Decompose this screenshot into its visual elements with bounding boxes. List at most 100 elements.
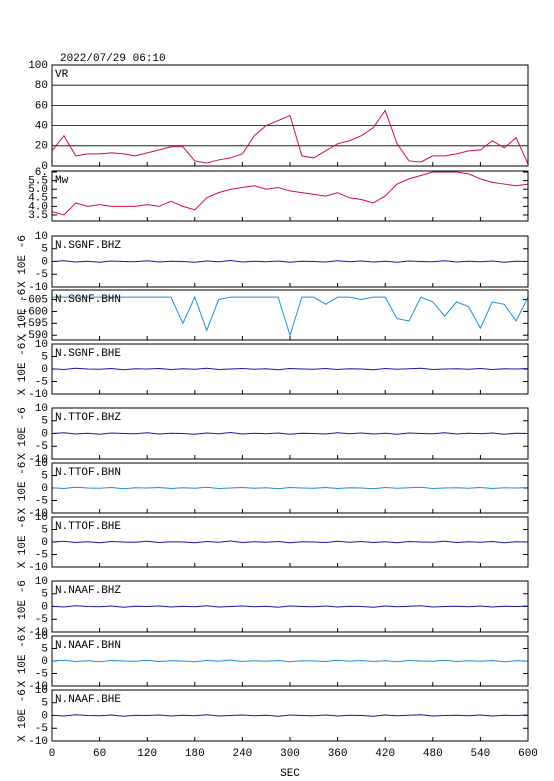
y-tick-label: -5: [35, 723, 48, 735]
y-tick-label: -5: [35, 668, 48, 680]
series-line: [52, 295, 528, 337]
y-tick-label: -605: [22, 294, 48, 306]
y-tick-label: 0: [41, 161, 48, 173]
y-tick-label: 5: [41, 351, 48, 363]
y-tick-label: 5: [41, 698, 48, 710]
y-axis-label: X 10E -6: [17, 462, 29, 515]
y-tick-label: 6.: [35, 167, 48, 179]
x-tick-label: 480: [423, 748, 443, 760]
y-tick-label: 5: [41, 643, 48, 655]
panel-label: N.NAAF.BHE: [55, 694, 121, 706]
x-tick-label: 420: [375, 748, 395, 760]
y-axis-label: X 10E -6: [17, 235, 29, 288]
y-tick-label: 20: [35, 141, 48, 153]
y-tick-label: -10: [28, 454, 48, 466]
series-line: [52, 714, 528, 717]
y-tick-label: 5: [41, 244, 48, 256]
y-tick-label: 10: [35, 231, 48, 243]
x-tick-label: 180: [185, 748, 205, 760]
y-tick-label: 0: [41, 256, 48, 268]
y-tick-label: 0: [41, 428, 48, 440]
y-tick-label: -5: [35, 441, 48, 453]
x-tick-label: 540: [470, 748, 490, 760]
series-line: [52, 605, 528, 608]
panel-label: N.SGNF.BHZ: [55, 240, 121, 252]
y-axis-label: X 10E -6: [17, 343, 29, 396]
y-tick-label: -10: [28, 282, 48, 294]
y-axis-label: X 10E -6: [17, 407, 29, 460]
y-tick-label: 5: [41, 470, 48, 482]
panel-label: N.SGNF.BHN: [55, 294, 121, 306]
y-axis-label: X 10E -6: [17, 635, 29, 688]
y-tick-label: -10: [28, 508, 48, 520]
y-tick-label: 10: [35, 576, 48, 588]
y-tick-label: 5.0: [28, 184, 48, 196]
y-tick-label: 10: [35, 512, 48, 524]
y-tick-label: -5: [35, 376, 48, 388]
y-tick-label: 0: [41, 656, 48, 668]
x-tick-label: 120: [137, 748, 157, 760]
x-tick-label: 360: [328, 748, 348, 760]
y-tick-label: -10: [28, 389, 48, 401]
x-axis-label: SEC: [280, 768, 300, 780]
y-tick-label: 5: [41, 589, 48, 601]
y-tick-label: 0: [41, 364, 48, 376]
y-tick-label: -5: [35, 549, 48, 561]
series-line: [52, 259, 528, 263]
series-line: [52, 431, 528, 435]
y-tick-label: 10: [35, 403, 48, 415]
y-tick-label: -10: [28, 681, 48, 693]
panel-label: VR: [55, 69, 69, 81]
x-tick-label: 300: [280, 748, 300, 760]
panel-label: N.NAAF.BHZ: [55, 585, 121, 597]
y-tick-label: 5.5: [28, 176, 48, 188]
panel-label: N.TTOF.BHZ: [55, 412, 121, 424]
y-tick-label: 40: [35, 121, 48, 133]
page-title: 2022/07/29 06:10: [60, 53, 166, 65]
panel-frame: [51, 170, 529, 222]
series-line: [52, 367, 528, 371]
y-tick-label: 0: [41, 601, 48, 613]
y-axis-label: X 10E -6: [17, 580, 29, 633]
y-tick-label: 10: [35, 458, 48, 470]
panel-label: N.TTOF.BHN: [55, 467, 121, 479]
series-line: [52, 659, 528, 663]
panel-label: Mw: [55, 175, 69, 187]
y-tick-label: -10: [28, 627, 48, 639]
x-tick-label: 0: [49, 748, 56, 760]
y-tick-label: 10: [35, 685, 48, 697]
series-line: [52, 540, 528, 544]
y-tick-label: 80: [35, 80, 48, 92]
panel-label: N.SGNF.BHE: [55, 348, 121, 360]
y-tick-label: -5: [35, 269, 48, 281]
series-line: [52, 109, 528, 165]
y-tick-label: 100: [28, 60, 48, 72]
x-tick-label: 240: [232, 748, 252, 760]
panel-label: N.TTOF.BHE: [55, 521, 121, 533]
y-axis-label: X 10E -6: [17, 516, 29, 569]
y-tick-label: -10: [28, 736, 48, 748]
panel-label: N.NAAF.BHN: [55, 640, 121, 652]
y-tick-label: 3.5: [28, 210, 48, 222]
y-tick-label: 4.5: [28, 193, 48, 205]
y-tick-label: -595: [22, 318, 48, 330]
y-tick-label: -5: [35, 495, 48, 507]
x-tick-label: 60: [93, 748, 106, 760]
x-tick-label: 600: [518, 748, 538, 760]
y-tick-label: 0: [41, 537, 48, 549]
y-tick-label: 4.0: [28, 201, 48, 213]
series-line: [52, 171, 528, 216]
y-tick-label: 60: [35, 100, 48, 112]
y-tick-label: -590: [22, 330, 48, 342]
y-tick-label: -5: [35, 614, 48, 626]
series-line: [52, 486, 528, 490]
y-tick-label: -600: [22, 306, 48, 318]
y-axis-label: X 10E -6: [17, 289, 29, 342]
y-tick-label: 5: [41, 416, 48, 428]
y-tick-label: 10: [35, 339, 48, 351]
y-tick-label: -10: [28, 562, 48, 574]
y-axis-label: X 10E -6: [17, 689, 29, 742]
y-tick-label: 5: [41, 524, 48, 536]
y-tick-label: 0: [41, 710, 48, 722]
